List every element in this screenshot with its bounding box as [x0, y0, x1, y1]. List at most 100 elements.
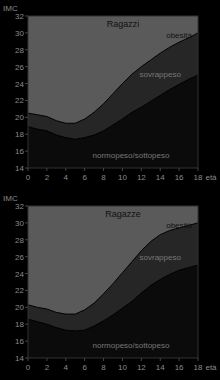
figure: 14161820222426283032024681012141618IMCet…: [0, 0, 220, 380]
region-label: sovrappeso: [140, 253, 182, 262]
x-tick-label: 18: [194, 173, 203, 182]
x-tick: [198, 168, 199, 171]
x-tick: [141, 168, 142, 171]
y-tick: [25, 32, 28, 33]
chart: 14161820222426283032024681012141618IMCet…: [3, 194, 217, 372]
y-tick-label: 16: [15, 147, 24, 156]
chart-title: Ragazzi: [107, 19, 140, 29]
y-tick: [25, 256, 28, 257]
x-tick-label: 18: [194, 363, 203, 372]
chart: 14161820222426283032024681012141618IMCet…: [3, 4, 217, 182]
x-tick: [103, 358, 104, 361]
region-label: obesità: [166, 31, 192, 40]
y-tick-label: 24: [15, 270, 24, 279]
y-tick: [25, 206, 28, 207]
y-tick-label: 14: [15, 354, 24, 363]
x-tick-label: 14: [156, 173, 165, 182]
x-tick-label: 16: [175, 363, 184, 372]
x-tick: [103, 168, 104, 171]
x-tick-label: 6: [82, 173, 87, 182]
y-tick: [25, 222, 28, 223]
y-tick-label: 30: [15, 29, 24, 38]
y-tick-label: 32: [15, 12, 24, 21]
y-tick: [25, 324, 28, 325]
y-tick: [25, 66, 28, 67]
x-tick-label: 0: [26, 363, 31, 372]
y-tick: [25, 49, 28, 50]
x-tick-label: 4: [64, 363, 69, 372]
y-tick: [25, 83, 28, 84]
y-tick-label: 30: [15, 219, 24, 228]
x-tick: [122, 358, 123, 361]
y-tick-label: 28: [15, 46, 24, 55]
threshold-line: [28, 223, 198, 314]
x-tick: [160, 358, 161, 361]
x-tick: [122, 168, 123, 171]
x-tick: [141, 358, 142, 361]
y-tick: [25, 239, 28, 240]
x-tick-label: 14: [156, 363, 165, 372]
y-tick-label: 18: [15, 320, 24, 329]
area-fill: [28, 33, 198, 168]
area-fill: [28, 223, 198, 358]
x-tick-label: 8: [101, 363, 106, 372]
x-tick: [65, 358, 66, 361]
y-tick: [25, 151, 28, 152]
x-tick: [46, 168, 47, 171]
x-tick: [84, 358, 85, 361]
region-label: sovrappeso: [140, 70, 182, 79]
y-axis-label: IMC: [3, 194, 18, 203]
x-tick: [28, 358, 29, 361]
x-tick-label: 4: [64, 173, 69, 182]
y-tick-label: 14: [15, 164, 24, 173]
y-tick-label: 16: [15, 337, 24, 346]
x-tick: [84, 168, 85, 171]
region-label: normopeso/sottopeso: [93, 341, 170, 350]
plot-frame: [28, 16, 198, 168]
y-tick: [25, 16, 28, 17]
x-tick-label: 10: [118, 173, 127, 182]
x-tick-label: 10: [118, 363, 127, 372]
region-label: obesità: [166, 221, 192, 230]
y-tick-label: 28: [15, 236, 24, 245]
y-tick-label: 22: [15, 96, 24, 105]
x-axis-label: età: [205, 173, 217, 182]
plot-frame: [28, 206, 198, 358]
threshold-line: [28, 33, 198, 123]
x-tick-label: 6: [82, 363, 87, 372]
x-tick: [179, 168, 180, 171]
y-tick-label: 32: [15, 202, 24, 211]
y-tick-label: 26: [15, 253, 24, 262]
region-label: normopeso/sottopeso: [93, 151, 170, 160]
y-tick-label: 20: [15, 303, 24, 312]
x-tick-label: 2: [45, 173, 50, 182]
x-tick: [160, 168, 161, 171]
x-tick: [65, 168, 66, 171]
x-tick-label: 12: [137, 173, 146, 182]
x-tick-label: 12: [137, 363, 146, 372]
y-tick: [25, 134, 28, 135]
y-tick: [25, 273, 28, 274]
area-fill: [28, 75, 198, 168]
x-tick-label: 0: [26, 173, 31, 182]
x-tick: [46, 358, 47, 361]
y-tick-label: 18: [15, 130, 24, 139]
y-tick-label: 24: [15, 80, 24, 89]
plot-area: [28, 206, 198, 358]
y-tick-label: 20: [15, 113, 24, 122]
x-tick: [28, 168, 29, 171]
plot-area: [28, 16, 198, 168]
x-axis-label: età: [205, 363, 217, 372]
chart-title: Ragazze: [105, 209, 141, 219]
y-axis-label: IMC: [3, 4, 18, 13]
x-tick: [198, 358, 199, 361]
y-tick-label: 22: [15, 286, 24, 295]
y-tick-label: 26: [15, 63, 24, 72]
x-tick-label: 8: [101, 173, 106, 182]
y-tick: [25, 341, 28, 342]
x-tick-label: 2: [45, 363, 50, 372]
x-tick-label: 16: [175, 173, 184, 182]
y-tick: [25, 290, 28, 291]
y-tick: [25, 117, 28, 118]
threshold-line: [28, 265, 198, 331]
